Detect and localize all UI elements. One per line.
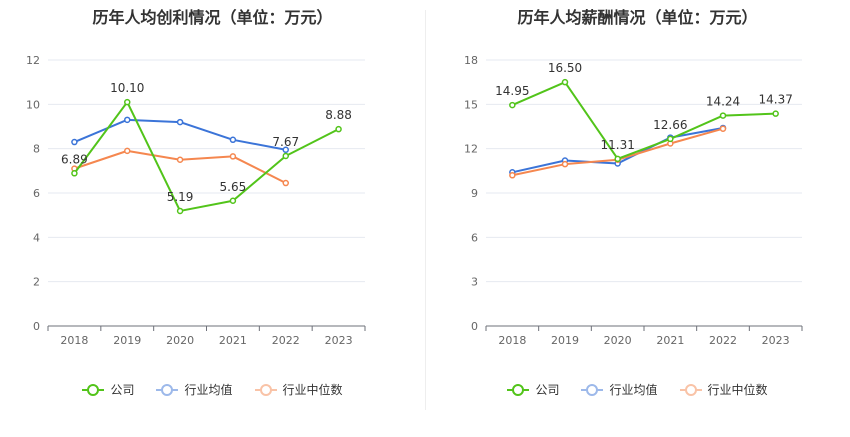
y-tick-label: 6 (33, 187, 40, 200)
legend-label: 行业中位数 (707, 383, 768, 397)
chart-title: 历年人均薪酬情况（单位：万元） (517, 8, 758, 27)
data-label: 11.31 (600, 138, 634, 152)
legend: 公司 行业均值 行业中位数 (425, 381, 850, 398)
x-tick-label: 2023 (325, 334, 353, 347)
legend-label: 行业均值 (184, 383, 233, 397)
y-tick-label: 3 (471, 276, 478, 289)
data-point (772, 110, 779, 117)
data-point (667, 135, 674, 143)
panel-divider (425, 10, 426, 410)
x-tick-label: 2020 (166, 334, 194, 347)
chart-title: 历年人均创利情况（单位：万元） (92, 8, 333, 27)
data-point (229, 197, 237, 205)
x-tick-label: 2019 (551, 334, 579, 347)
x-tick-label: 2018 (60, 334, 88, 347)
legend-mean-marker-icon (156, 383, 179, 397)
data-point (509, 172, 516, 179)
y-tick-label: 9 (471, 187, 478, 200)
data-point (719, 125, 727, 132)
legend-label: 公司 (110, 383, 135, 397)
y-tick-label: 10 (26, 98, 40, 111)
y-tick-label: 6 (471, 231, 478, 244)
profit-chart-panel: 历年人均创利情况（单位：万元） 0 2 4 6 8 10 12 2018 2019 2020 202… (0, 8, 425, 398)
data-point (124, 147, 131, 155)
y-tick-label: 12 (464, 143, 478, 156)
data-point (509, 101, 516, 109)
data-point (176, 207, 184, 215)
legend-company-marker-icon (507, 383, 530, 397)
legend-label: 行业均值 (609, 383, 658, 397)
x-tick-label: 2022 (272, 334, 300, 347)
profit-line-chart: 0 2 4 6 8 10 12 2018 2019 2020 2021 2022 2023 6.89 10.… (26, 54, 366, 347)
legend-label: 公司 (535, 383, 560, 397)
data-label: 10.10 (110, 81, 144, 95)
data-point (71, 138, 78, 146)
data-point (561, 78, 569, 86)
legend-item-industry-mean[interactable]: 行业均值 (156, 381, 233, 398)
series-line (512, 127, 724, 177)
y-tick-label: 2 (33, 276, 40, 289)
y-tick-label: 0 (471, 320, 478, 333)
x-tick-label: 2019 (113, 334, 141, 347)
legend: 公司 行业均值 行业中位数 (0, 381, 425, 398)
legend-company-marker-icon (82, 383, 105, 397)
data-point (124, 98, 131, 106)
legend-median-marker-icon (679, 383, 702, 397)
legend-item-industry-median[interactable]: 行业中位数 (679, 381, 768, 398)
legend-item-industry-mean[interactable]: 行业均值 (581, 381, 658, 398)
data-point (71, 170, 78, 177)
x-tick-label: 2022 (709, 334, 737, 347)
data-label: 7.67 (272, 135, 299, 149)
data-point (124, 116, 131, 124)
y-tick-label: 15 (464, 98, 478, 111)
salary-line-chart: 0 3 6 9 12 15 18 2018 2019 2020 2021 2022 2023 14.95 1… (464, 54, 803, 347)
x-tick-label: 2020 (604, 334, 632, 347)
legend-label: 行业中位数 (282, 383, 343, 397)
data-point (561, 160, 569, 168)
data-point (176, 156, 184, 163)
x-tick-label: 2021 (656, 334, 684, 347)
legend-item-industry-median[interactable]: 行业中位数 (254, 381, 343, 398)
x-tick-label: 2021 (219, 334, 247, 347)
legend-mean-marker-icon (581, 383, 604, 397)
data-point (335, 125, 342, 133)
x-tick-label: 2023 (762, 334, 790, 347)
data-label: 16.50 (548, 61, 582, 75)
series-line (74, 149, 287, 184)
data-label: 12.66 (653, 118, 687, 132)
data-point (282, 152, 289, 160)
legend-median-marker-icon (254, 383, 277, 397)
data-label: 6.89 (61, 152, 88, 166)
data-point (614, 155, 621, 163)
x-tick-label: 2018 (498, 334, 526, 347)
data-label: 14.37 (758, 93, 792, 107)
legend-item-company[interactable]: 公司 (507, 381, 559, 398)
data-point (229, 136, 237, 144)
data-label: 5.65 (220, 180, 247, 194)
data-label: 14.95 (495, 84, 529, 98)
data-point (282, 179, 289, 187)
y-tick-label: 8 (33, 143, 40, 156)
data-label: 14.24 (706, 95, 740, 109)
data-label: 8.88 (325, 108, 352, 122)
series-line (511, 81, 776, 160)
series-line (73, 101, 340, 212)
y-tick-label: 4 (33, 231, 40, 244)
data-point (229, 153, 237, 160)
salary-chart-panel: 历年人均薪酬情况（单位：万元） 0 3 6 9 12 15 18 2018 2019 2020 20… (425, 0, 850, 437)
y-tick-label: 0 (33, 320, 40, 333)
data-point (176, 118, 184, 126)
data-point (282, 146, 289, 154)
y-tick-label: 18 (464, 54, 478, 67)
y-tick-label: 12 (26, 54, 40, 67)
data-point (719, 112, 727, 119)
data-label: 5.19 (167, 190, 194, 204)
legend-item-company[interactable]: 公司 (82, 381, 134, 398)
